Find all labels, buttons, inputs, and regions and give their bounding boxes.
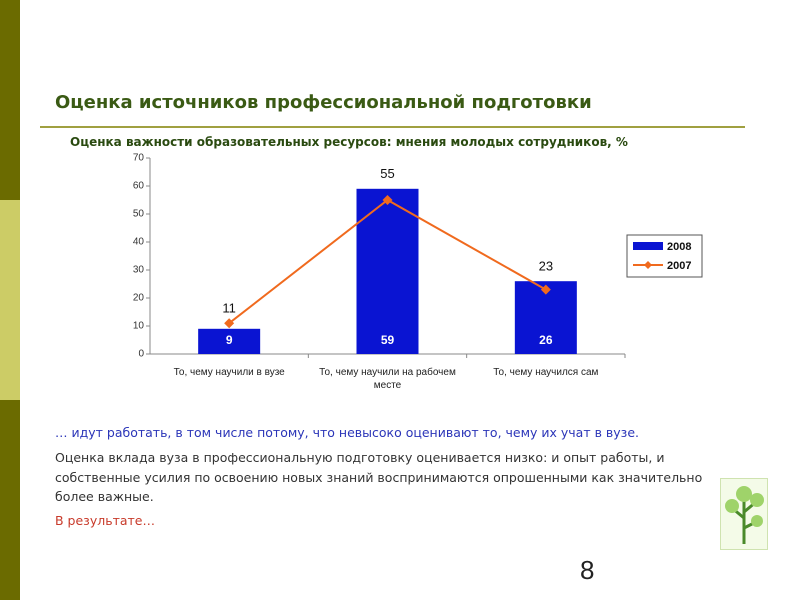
chart-title: Оценка важности образовательных ресурсов… [70,135,628,149]
paragraph: В результате… [55,513,155,528]
legend-swatch [644,261,652,269]
paragraph: … идут работать, в том числе потому, что… [55,425,639,440]
page-number: 8 [580,555,595,585]
y-tick-label: 10 [133,321,145,332]
legend-swatch [633,242,663,250]
marker [382,195,393,205]
data-label: 59 [381,333,395,347]
y-tick-label: 40 [133,237,145,248]
data-label: 23 [539,259,553,274]
data-label: 26 [539,333,553,347]
y-tick-label: 60 [133,181,145,192]
stripe [0,0,20,200]
x-tick-label: То, чему научился сам [493,367,599,378]
x-tick-label: То, чему научили в вузе [173,367,285,378]
data-label: 11 [222,301,236,316]
y-tick-label: 20 [133,293,145,304]
y-tick-label: 30 [133,265,145,276]
data-label: 9 [226,333,233,347]
bar [356,188,419,354]
legend-label: 2007 [667,260,691,272]
tree-icon [720,478,768,550]
y-tick-label: 50 [133,209,145,220]
paragraph: Оценка вклада вуза в профессиональную по… [55,450,703,504]
marker [224,318,235,329]
data-label: 55 [380,166,394,181]
y-tick-label: 0 [138,349,144,360]
y-tick-label: 70 [133,153,145,164]
x-tick-label: То, чему научили на рабочем месте [319,367,456,391]
marker [540,284,551,295]
slide-title: Оценка источников профессиональной подго… [55,92,592,113]
stripe [0,200,20,400]
legend-label: 2008 [667,241,691,253]
bar [198,328,261,354]
stripe [0,400,20,600]
rule [40,126,745,128]
